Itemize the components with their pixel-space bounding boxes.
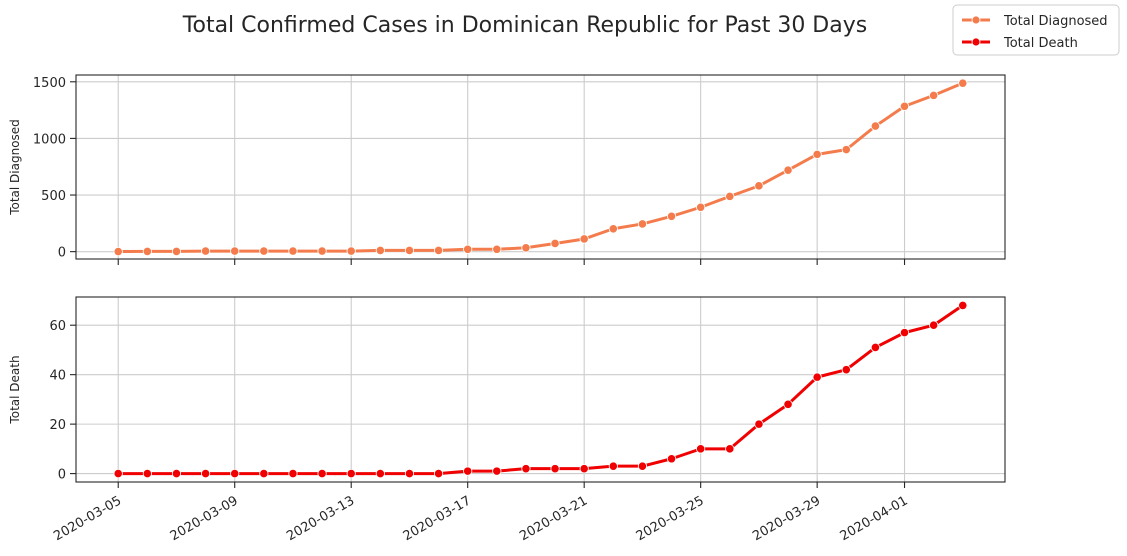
data-point-total-diagnosed — [521, 243, 531, 253]
legend-marker-total-death — [971, 37, 981, 47]
data-point-total-death — [550, 464, 560, 474]
data-point-total-diagnosed — [200, 246, 211, 256]
data-point-total-death — [259, 468, 269, 479]
data-point-total-diagnosed — [783, 165, 793, 175]
data-point-total-death — [375, 468, 385, 479]
panel-total-death: 0 20 40 60 Total Death — [8, 296, 1006, 488]
data-point-total-diagnosed — [346, 246, 356, 256]
data-point-total-diagnosed — [375, 245, 385, 255]
data-point-total-death — [666, 454, 677, 464]
data-point-total-death — [404, 468, 415, 479]
legend-frame — [952, 4, 1120, 56]
data-point-total-diagnosed — [870, 121, 881, 131]
data-point-total-death — [958, 300, 968, 311]
data-point-total-diagnosed — [171, 246, 182, 257]
x-tick-label: 2020-04-01 — [838, 493, 911, 544]
data-point-total-diagnosed — [317, 246, 327, 256]
data-point-total-death — [608, 461, 618, 471]
data-point-total-death — [288, 468, 298, 479]
y-tick-label: 40 — [49, 369, 66, 384]
data-point-total-diagnosed — [929, 90, 939, 100]
data-point-total-death — [725, 444, 735, 454]
data-point-total-death — [433, 468, 444, 479]
data-point-total-diagnosed — [463, 244, 473, 254]
panel-total-diagnosed: 0 500 1000 1500 Total Diagnosed — [8, 74, 1006, 265]
data-point-total-death — [841, 365, 851, 375]
data-point-total-death — [812, 372, 822, 382]
y-tick-label: 0 — [58, 246, 66, 261]
y-tick-label: 1500 — [33, 76, 66, 91]
data-point-total-diagnosed — [899, 101, 910, 111]
data-point-total-diagnosed — [812, 149, 822, 159]
data-point-total-diagnosed — [696, 202, 706, 212]
series-line-total-death — [116, 303, 965, 476]
data-point-total-diagnosed — [404, 245, 415, 255]
data-point-total-death — [521, 464, 531, 474]
x-tick-label: 2020-03-29 — [750, 493, 823, 544]
x-tick-label: 2020-03-13 — [284, 493, 357, 544]
data-point-total-death — [200, 468, 211, 479]
data-point-total-diagnosed — [958, 78, 968, 88]
data-point-total-diagnosed — [550, 238, 560, 249]
data-point-total-death — [317, 468, 327, 479]
plot-frame — [75, 296, 1006, 483]
y-tick-label: 60 — [49, 319, 66, 334]
data-point-total-death — [463, 466, 473, 476]
data-point-total-diagnosed — [230, 246, 240, 256]
y-tick-label: 500 — [41, 189, 66, 204]
series-line-total-diagnosed — [116, 81, 965, 254]
y-axis-label: Total Diagnosed — [8, 119, 22, 216]
data-point-total-death — [637, 461, 648, 471]
data-point-total-death — [899, 328, 910, 338]
data-point-total-diagnosed — [608, 224, 618, 234]
data-point-total-diagnosed — [492, 244, 502, 254]
data-point-total-death — [870, 342, 881, 353]
legend-label-total-death: Total Death — [1003, 36, 1078, 51]
x-axis: 2020-03-05 2020-03-09 2020-03-13 2020-03-17… — [51, 493, 910, 544]
data-point-total-death — [783, 399, 793, 409]
data-point-total-death — [346, 468, 356, 479]
data-point-total-diagnosed — [637, 219, 648, 229]
x-tick-label: 2020-03-25 — [634, 493, 707, 544]
y-tick-label: 1000 — [33, 132, 66, 147]
data-point-total-diagnosed — [754, 181, 764, 191]
data-point-total-diagnosed — [259, 246, 269, 256]
y-axis-label: Total Death — [8, 355, 22, 424]
chart-title: Total Confirmed Cases in Dominican Repub… — [182, 13, 867, 38]
legend: Total Diagnosed Total Death — [952, 4, 1120, 56]
data-point-total-death — [142, 468, 152, 479]
data-point-total-death — [579, 464, 589, 474]
data-point-total-diagnosed — [841, 145, 851, 155]
data-point-total-death — [171, 468, 182, 479]
legend-marker-total-diagnosed — [971, 15, 981, 25]
x-tick-label: 2020-03-05 — [51, 493, 124, 544]
data-point-total-death — [696, 444, 706, 454]
data-point-total-diagnosed — [142, 246, 152, 257]
legend-label-total-diagnosed: Total Diagnosed — [1003, 14, 1108, 29]
data-point-total-diagnosed — [725, 191, 735, 201]
data-point-total-diagnosed — [433, 245, 444, 255]
data-point-total-death — [113, 468, 123, 479]
x-tick-label: 2020-03-21 — [517, 493, 590, 544]
x-tick-label: 2020-03-17 — [401, 493, 474, 544]
data-point-total-diagnosed — [113, 246, 123, 257]
data-point-total-death — [754, 419, 764, 429]
data-point-total-diagnosed — [579, 234, 589, 244]
plot-frame — [75, 74, 1006, 260]
data-point-total-death — [230, 468, 240, 479]
y-tick-label: 20 — [49, 418, 66, 433]
data-point-total-diagnosed — [288, 246, 298, 256]
x-tick-label: 2020-03-09 — [168, 493, 241, 544]
data-point-total-death — [492, 466, 502, 476]
y-tick-label: 0 — [58, 468, 66, 483]
data-point-total-diagnosed — [666, 211, 677, 221]
data-point-total-death — [929, 320, 939, 330]
